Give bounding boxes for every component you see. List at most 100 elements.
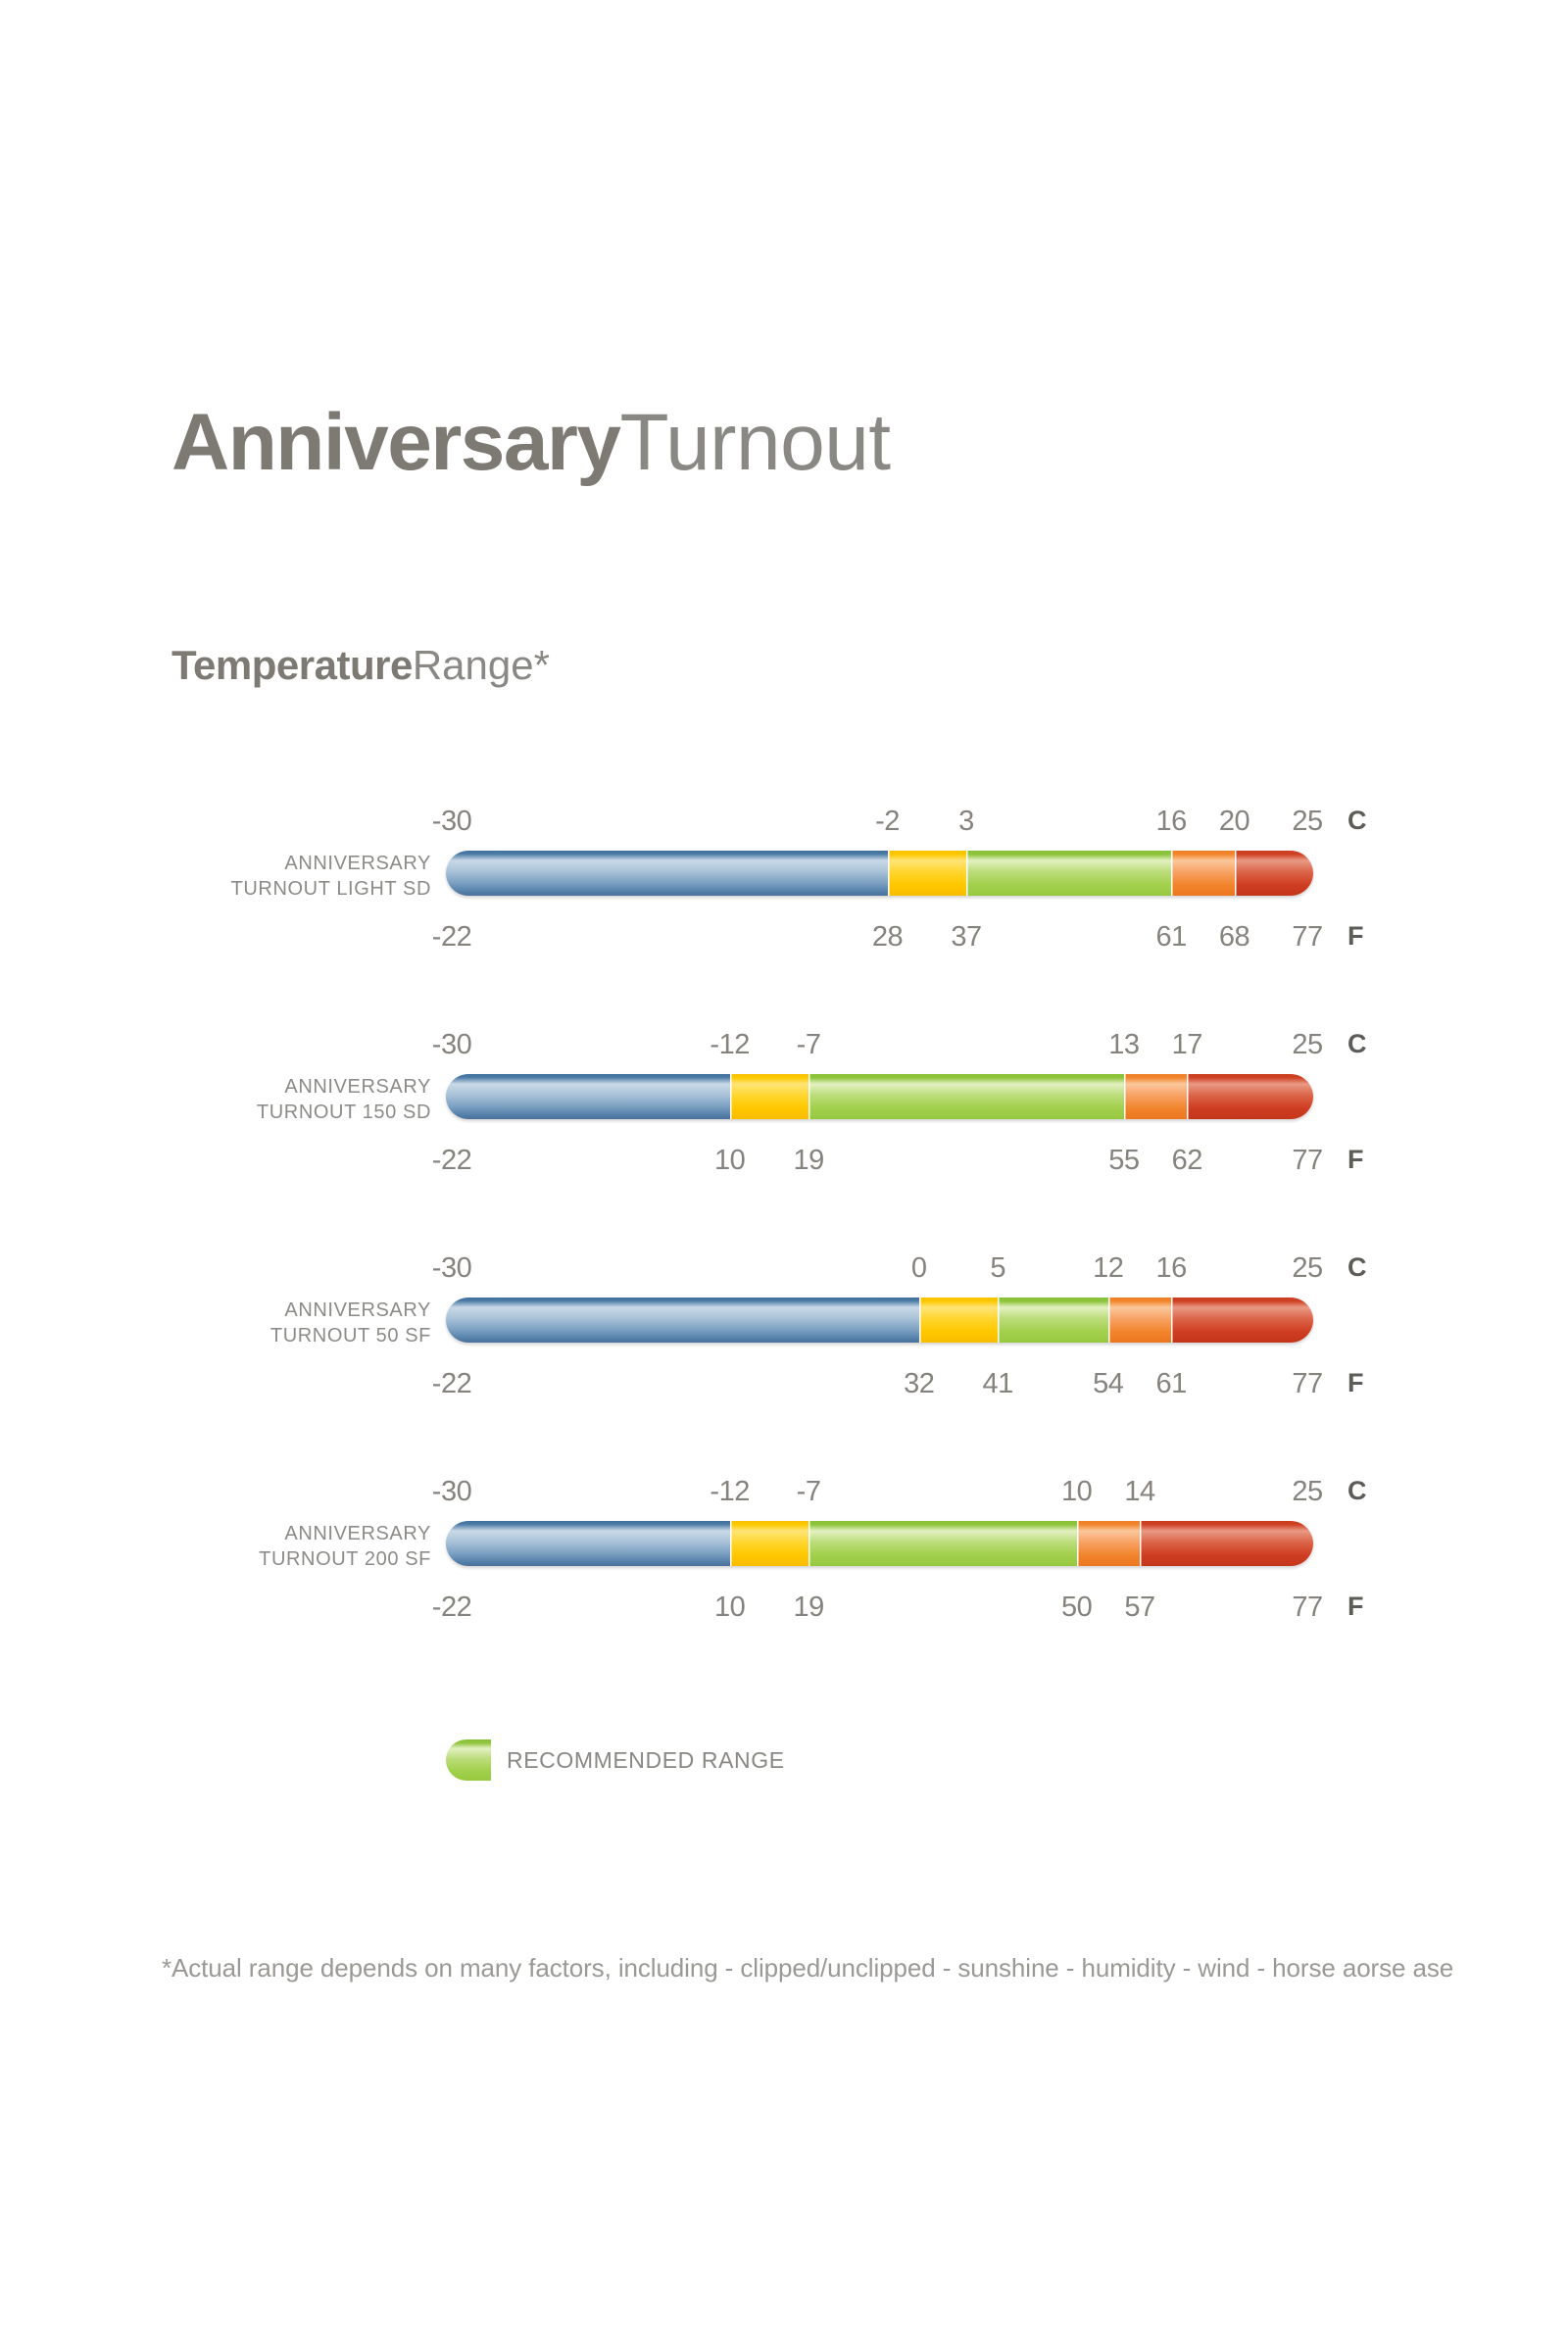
celsius-tick-label: 20 bbox=[1218, 806, 1250, 837]
fahrenheit-tick-label: 55 bbox=[1108, 1145, 1140, 1176]
bar-segment bbox=[1171, 851, 1235, 896]
fahrenheit-unit-label: F bbox=[1348, 1368, 1364, 1397]
fahrenheit-tick-label: 61 bbox=[1155, 1368, 1188, 1399]
celsius-tick-label: 16 bbox=[1155, 1252, 1188, 1284]
celsius-tick-label: -30 bbox=[431, 806, 472, 837]
fahrenheit-tick-label: 32 bbox=[904, 1368, 935, 1399]
fahrenheit-tick-label: 77 bbox=[1292, 1368, 1323, 1399]
temperature-range-chart: -30 -2 3 16 20 25 C ANNIVERSARY TURNOUT LIGHT SD… bbox=[0, 784, 1568, 1678]
temperature-bar bbox=[446, 1074, 1313, 1119]
fahrenheit-unit-label: F bbox=[1348, 921, 1364, 951]
row-label-line1: ANNIVERSARY bbox=[284, 853, 431, 874]
temperature-row: -30 0 5 12 16 25 C ANNIVERSARY TURNOUT 50 SF -22 3… bbox=[0, 1231, 1568, 1454]
celsius-tick-row: -30 -2 3 16 20 25 C bbox=[0, 806, 1568, 839]
celsius-tick-label: 25 bbox=[1292, 1252, 1323, 1284]
celsius-tick-label: -7 bbox=[796, 1029, 821, 1060]
temperature-bar bbox=[446, 1298, 1313, 1343]
bar-segment bbox=[446, 1521, 730, 1566]
celsius-tick-label: 16 bbox=[1155, 806, 1188, 837]
row-label-line2: TURNOUT 200 SF bbox=[259, 1548, 431, 1570]
fahrenheit-tick-label: 10 bbox=[713, 1592, 746, 1623]
fahrenheit-unit-label: F bbox=[1348, 1592, 1364, 1621]
bar-segment bbox=[729, 1074, 809, 1119]
celsius-unit-label: C bbox=[1348, 806, 1367, 835]
fahrenheit-tick-label: 77 bbox=[1292, 921, 1323, 953]
celsius-tick-label: -2 bbox=[875, 806, 900, 837]
bar-segment bbox=[1076, 1521, 1140, 1566]
bar-segment bbox=[1123, 1074, 1188, 1119]
celsius-tick-label: 25 bbox=[1292, 1029, 1323, 1060]
row-label-line1: ANNIVERSARY bbox=[284, 1076, 431, 1098]
celsius-tick-label: 3 bbox=[958, 806, 974, 837]
celsius-tick-label: 0 bbox=[910, 1252, 927, 1284]
celsius-tick-row: -30 -12 -7 10 14 25 C bbox=[0, 1476, 1568, 1509]
celsius-tick-label: -7 bbox=[796, 1476, 821, 1507]
fahrenheit-tick-label: 62 bbox=[1171, 1145, 1203, 1176]
celsius-tick-label: 12 bbox=[1093, 1252, 1124, 1284]
page-title-light: Turnout bbox=[619, 398, 892, 487]
bar-segment bbox=[965, 851, 1172, 896]
celsius-tick-label: 25 bbox=[1292, 1476, 1323, 1507]
fahrenheit-tick-label: 19 bbox=[793, 1145, 824, 1176]
row-label-line2: TURNOUT 50 SF bbox=[270, 1325, 431, 1347]
fahrenheit-tick-label: 77 bbox=[1292, 1592, 1323, 1623]
celsius-tick-label: 5 bbox=[990, 1252, 1005, 1284]
footnote: *Actual range depends on many factors, i… bbox=[162, 1953, 1454, 1983]
temperature-bar bbox=[446, 1521, 1313, 1566]
celsius-tick-label: 10 bbox=[1060, 1476, 1093, 1507]
temperature-row: -30 -12 -7 10 14 25 C ANNIVERSARY TURNOUT 200 SF… bbox=[0, 1454, 1568, 1678]
bar-segment bbox=[1107, 1298, 1172, 1343]
fahrenheit-tick-row: -22 28 37 61 68 77 F bbox=[0, 921, 1568, 955]
fahrenheit-tick-label: -22 bbox=[431, 1368, 472, 1399]
bar-segment bbox=[729, 1521, 809, 1566]
temperature-bar bbox=[446, 851, 1313, 896]
celsius-tick-row: -30 0 5 12 16 25 C bbox=[0, 1252, 1568, 1286]
celsius-tick-label: 17 bbox=[1171, 1029, 1203, 1060]
fahrenheit-tick-label: -22 bbox=[431, 1145, 472, 1176]
bar-segment bbox=[1139, 1521, 1313, 1566]
celsius-tick-label: -30 bbox=[431, 1252, 472, 1284]
section-subtitle-bold: Temperature bbox=[172, 642, 413, 688]
bar-segment bbox=[446, 1074, 730, 1119]
temperature-row: -30 -12 -7 13 17 25 C ANNIVERSARY TURNOUT 150 SD… bbox=[0, 1007, 1568, 1231]
legend-label: RECOMMENDED RANGE bbox=[507, 1746, 785, 1773]
bar-segment bbox=[446, 1298, 919, 1343]
bar-segment bbox=[1171, 1298, 1313, 1343]
temperature-row: -30 -2 3 16 20 25 C ANNIVERSARY TURNOUT LIGHT SD… bbox=[0, 784, 1568, 1007]
bar-segment bbox=[808, 1074, 1124, 1119]
section-subtitle-light: Range* bbox=[412, 642, 550, 688]
fahrenheit-tick-label: 68 bbox=[1218, 921, 1250, 953]
bar-segment bbox=[998, 1298, 1108, 1343]
fahrenheit-tick-label: 41 bbox=[982, 1368, 1014, 1399]
celsius-unit-label: C bbox=[1348, 1476, 1367, 1505]
row-label-line1: ANNIVERSARY bbox=[284, 1523, 431, 1544]
fahrenheit-tick-label: 28 bbox=[871, 921, 904, 953]
fahrenheit-tick-label: -22 bbox=[431, 1592, 472, 1623]
legend: RECOMMENDED RANGE bbox=[446, 1739, 785, 1781]
celsius-tick-label: -12 bbox=[710, 1476, 750, 1507]
celsius-tick-label: -30 bbox=[431, 1476, 472, 1507]
row-label: ANNIVERSARY TURNOUT LIGHT SD bbox=[147, 851, 431, 902]
celsius-tick-label: 14 bbox=[1124, 1476, 1155, 1507]
celsius-tick-label: -12 bbox=[710, 1029, 750, 1060]
page-title-bold: Anniversary bbox=[172, 398, 621, 487]
fahrenheit-tick-row: -22 32 41 54 61 77 F bbox=[0, 1368, 1568, 1401]
fahrenheit-tick-label: 77 bbox=[1292, 1145, 1323, 1176]
celsius-tick-label: -30 bbox=[431, 1029, 472, 1060]
fahrenheit-tick-label: 61 bbox=[1155, 921, 1188, 953]
fahrenheit-unit-label: F bbox=[1348, 1145, 1364, 1174]
fahrenheit-tick-label: 10 bbox=[713, 1145, 746, 1176]
bar-segment bbox=[1187, 1074, 1313, 1119]
celsius-unit-label: C bbox=[1348, 1252, 1367, 1282]
celsius-tick-label: 13 bbox=[1108, 1029, 1140, 1060]
legend-swatch-recommended-range bbox=[446, 1739, 491, 1781]
fahrenheit-tick-label: 37 bbox=[951, 921, 982, 953]
celsius-tick-row: -30 -12 -7 13 17 25 C bbox=[0, 1029, 1568, 1062]
fahrenheit-tick-label: 50 bbox=[1060, 1592, 1093, 1623]
celsius-tick-label: 25 bbox=[1292, 806, 1323, 837]
row-label: ANNIVERSARY TURNOUT 50 SF bbox=[147, 1298, 431, 1348]
row-label-line1: ANNIVERSARY bbox=[284, 1299, 431, 1321]
row-label-line2: TURNOUT LIGHT SD bbox=[230, 878, 431, 900]
fahrenheit-tick-label: 54 bbox=[1093, 1368, 1124, 1399]
row-label-line2: TURNOUT 150 SD bbox=[256, 1102, 431, 1123]
